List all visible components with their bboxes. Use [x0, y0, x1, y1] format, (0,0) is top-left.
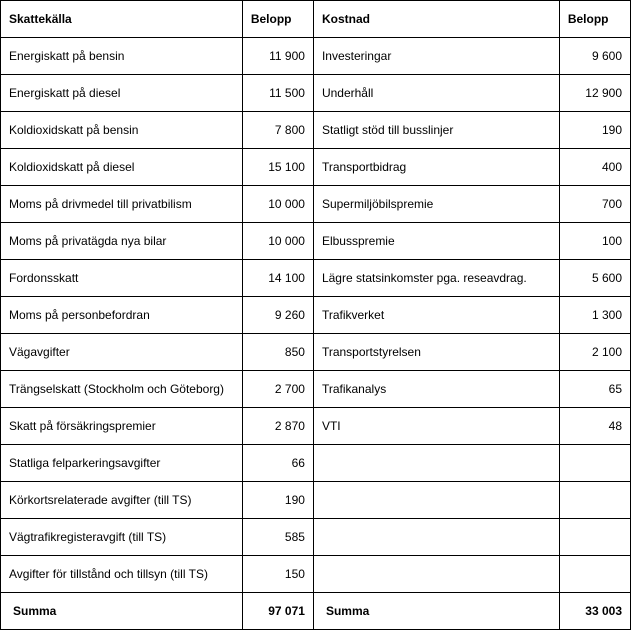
left-label-cell: Fordonsskatt: [1, 260, 243, 297]
right-label-cell: [313, 482, 559, 519]
right-label-cell: [313, 556, 559, 593]
table-row: Energiskatt på bensin11 900Investeringar…: [1, 38, 631, 75]
right-amount-cell: [559, 556, 630, 593]
left-label-cell: Moms på privatägda nya bilar: [1, 223, 243, 260]
left-amount-cell: 10 000: [242, 223, 313, 260]
left-amount-cell: 9 260: [242, 297, 313, 334]
right-label-cell: Trafikverket: [313, 297, 559, 334]
summa-right-label: Summa: [313, 593, 559, 630]
financial-table-container: Skattekälla Belopp Kostnad Belopp Energi…: [0, 0, 631, 630]
summa-left-label: Summa: [1, 593, 243, 630]
left-amount-cell: 11 500: [242, 75, 313, 112]
header-right-amount: Belopp: [559, 1, 630, 38]
right-label-cell: Statligt stöd till busslinjer: [313, 112, 559, 149]
table-row: Skatt på försäkringspremier2 870VTI48: [1, 408, 631, 445]
table-row: Vägavgifter850Transportstyrelsen2 100: [1, 334, 631, 371]
table-row: Avgifter för tillstånd och tillsyn (till…: [1, 556, 631, 593]
table-row: Trängselskatt (Stockholm och Göteborg)2 …: [1, 371, 631, 408]
right-amount-cell: 190: [559, 112, 630, 149]
table-body: Energiskatt på bensin11 900Investeringar…: [1, 38, 631, 593]
right-amount-cell: 65: [559, 371, 630, 408]
left-amount-cell: 2 700: [242, 371, 313, 408]
left-label-cell: Vägtrafikregisteravgift (till TS): [1, 519, 243, 556]
right-label-cell: [313, 445, 559, 482]
left-label-cell: Koldioxidskatt på diesel: [1, 149, 243, 186]
left-amount-cell: 585: [242, 519, 313, 556]
table-row: Moms på privatägda nya bilar10 000Elbuss…: [1, 223, 631, 260]
left-amount-cell: 190: [242, 482, 313, 519]
left-amount-cell: 150: [242, 556, 313, 593]
header-row: Skattekälla Belopp Kostnad Belopp: [1, 1, 631, 38]
right-label-cell: Underhåll: [313, 75, 559, 112]
right-amount-cell: 1 300: [559, 297, 630, 334]
table-row: Koldioxidskatt på bensin7 800Statligt st…: [1, 112, 631, 149]
left-amount-cell: 7 800: [242, 112, 313, 149]
right-amount-cell: 5 600: [559, 260, 630, 297]
right-amount-cell: 48: [559, 408, 630, 445]
left-amount-cell: 15 100: [242, 149, 313, 186]
right-amount-cell: [559, 445, 630, 482]
right-amount-cell: 700: [559, 186, 630, 223]
right-label-cell: Lägre statsinkomster pga. reseavdrag.: [313, 260, 559, 297]
table-row: Fordonsskatt14 100Lägre statsinkomster p…: [1, 260, 631, 297]
header-right-label: Kostnad: [313, 1, 559, 38]
left-label-cell: Moms på personbefordran: [1, 297, 243, 334]
right-amount-cell: 12 900: [559, 75, 630, 112]
right-label-cell: Trafikanalys: [313, 371, 559, 408]
table-row: Körkortsrelaterade avgifter (till TS)190: [1, 482, 631, 519]
right-amount-cell: 9 600: [559, 38, 630, 75]
financial-table: Skattekälla Belopp Kostnad Belopp Energi…: [0, 0, 631, 630]
left-label-cell: Trängselskatt (Stockholm och Göteborg): [1, 371, 243, 408]
right-amount-cell: [559, 519, 630, 556]
right-label-cell: Transportstyrelsen: [313, 334, 559, 371]
table-row: Moms på drivmedel till privatbilism10 00…: [1, 186, 631, 223]
left-label-cell: Koldioxidskatt på bensin: [1, 112, 243, 149]
right-label-cell: [313, 519, 559, 556]
right-amount-cell: [559, 482, 630, 519]
left-amount-cell: 14 100: [242, 260, 313, 297]
header-left-amount: Belopp: [242, 1, 313, 38]
table-row: Energiskatt på diesel11 500Underhåll12 9…: [1, 75, 631, 112]
right-label-cell: Supermiljöbilspremie: [313, 186, 559, 223]
summa-left-amount: 97 071: [242, 593, 313, 630]
left-label-cell: Energiskatt på diesel: [1, 75, 243, 112]
summa-row: Summa 97 071 Summa 33 003: [1, 593, 631, 630]
right-amount-cell: 100: [559, 223, 630, 260]
left-amount-cell: 850: [242, 334, 313, 371]
right-label-cell: Transportbidrag: [313, 149, 559, 186]
left-amount-cell: 10 000: [242, 186, 313, 223]
table-row: Moms på personbefordran9 260Trafikverket…: [1, 297, 631, 334]
right-amount-cell: 400: [559, 149, 630, 186]
left-label-cell: Statliga felparkeringsavgifter: [1, 445, 243, 482]
left-amount-cell: 66: [242, 445, 313, 482]
left-amount-cell: 11 900: [242, 38, 313, 75]
header-left-label: Skattekälla: [1, 1, 243, 38]
summa-right-amount: 33 003: [559, 593, 630, 630]
left-label-cell: Energiskatt på bensin: [1, 38, 243, 75]
left-amount-cell: 2 870: [242, 408, 313, 445]
table-row: Koldioxidskatt på diesel15 100Transportb…: [1, 149, 631, 186]
left-label-cell: Vägavgifter: [1, 334, 243, 371]
left-label-cell: Körkortsrelaterade avgifter (till TS): [1, 482, 243, 519]
table-row: Statliga felparkeringsavgifter66: [1, 445, 631, 482]
right-label-cell: VTI: [313, 408, 559, 445]
right-label-cell: Investeringar: [313, 38, 559, 75]
right-label-cell: Elbusspremie: [313, 223, 559, 260]
left-label-cell: Moms på drivmedel till privatbilism: [1, 186, 243, 223]
left-label-cell: Skatt på försäkringspremier: [1, 408, 243, 445]
table-row: Vägtrafikregisteravgift (till TS)585: [1, 519, 631, 556]
right-amount-cell: 2 100: [559, 334, 630, 371]
left-label-cell: Avgifter för tillstånd och tillsyn (till…: [1, 556, 243, 593]
